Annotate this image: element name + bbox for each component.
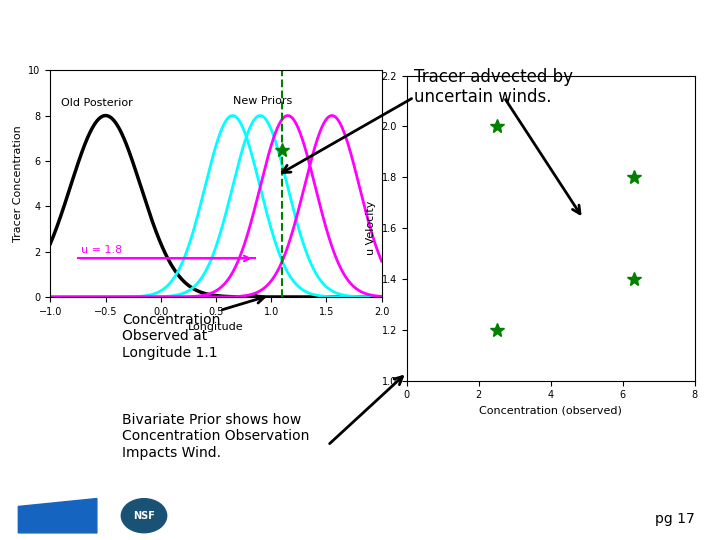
Text: Assimilation: Assimilation xyxy=(508,502,551,509)
Text: NSF: NSF xyxy=(133,511,155,521)
Text: Research: Research xyxy=(513,509,545,515)
Text: Advection of Tracer -> Nonlinear Prior for Concentration & Wind: Advection of Tracer -> Nonlinear Prior f… xyxy=(11,19,690,38)
Text: Bivariate Prior shows how
Concentration Observation
Impacts Wind.: Bivariate Prior shows how Concentration … xyxy=(122,413,310,460)
Text: New Priors: New Priors xyxy=(233,96,292,106)
Text: Concentration
Observed at
Longitude 1.1: Concentration Observed at Longitude 1.1 xyxy=(122,313,221,360)
Text: u = 1.8: u = 1.8 xyxy=(81,245,122,255)
Y-axis label: u Velocity: u Velocity xyxy=(366,201,376,255)
Text: Data: Data xyxy=(521,496,537,502)
Text: NCAR: NCAR xyxy=(50,510,98,525)
Circle shape xyxy=(121,499,167,532)
Text: pg 17: pg 17 xyxy=(655,512,695,526)
Text: Old Posterior: Old Posterior xyxy=(61,98,133,109)
Y-axis label: Tracer Concentration: Tracer Concentration xyxy=(13,125,23,242)
X-axis label: Concentration (observed): Concentration (observed) xyxy=(480,406,622,416)
X-axis label: Longitude: Longitude xyxy=(188,322,244,332)
Polygon shape xyxy=(18,498,97,533)
Polygon shape xyxy=(18,507,97,533)
Text: Tracer advected by
uncertain winds.: Tracer advected by uncertain winds. xyxy=(414,68,573,106)
Text: Testbed: Testbed xyxy=(516,515,542,522)
